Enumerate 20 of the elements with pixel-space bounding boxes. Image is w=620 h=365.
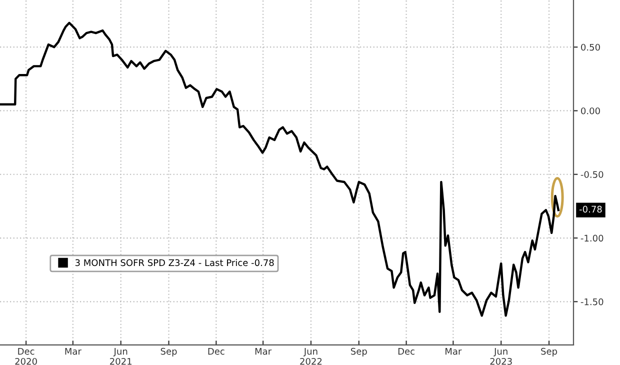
x-tick-label: Jun 2021 <box>110 348 132 365</box>
x-tick-label: Mar <box>255 348 272 355</box>
y-tick-label: 0.00 <box>581 107 600 114</box>
y-tick-label: -1.50 <box>580 298 604 306</box>
x-tick-label: Sep <box>160 348 177 356</box>
x-tick-label: Sep <box>541 348 558 356</box>
annotation: -0.78 <box>579 206 602 213</box>
legend-label: 3 MONTH SOFR SPD Z3-Z4 - Last Price -0.78 <box>75 259 274 266</box>
x-tick-label: Jun 2023 <box>490 348 512 365</box>
x-tick-label: Mar <box>65 348 82 355</box>
y-tick-label: -0.50 <box>580 171 604 178</box>
x-tick-label: Sep <box>350 348 367 356</box>
line-series <box>0 22 560 317</box>
x-tick-label: Jun 2022 <box>300 348 322 365</box>
x-tick-label: Dec <box>398 348 414 355</box>
x-tick-label: Dec <box>208 348 224 355</box>
x-tick-label: Mar <box>446 348 462 355</box>
x-tick-label: Dec 2020 <box>15 348 37 365</box>
y-tick-label: -1.00 <box>580 234 604 242</box>
y-tick-label: 0.50 <box>581 44 600 51</box>
